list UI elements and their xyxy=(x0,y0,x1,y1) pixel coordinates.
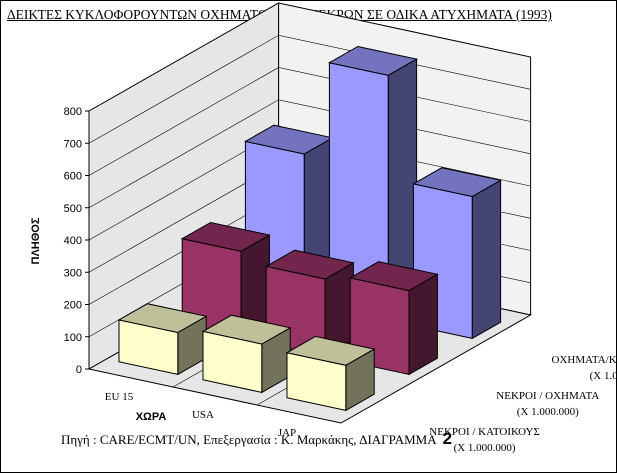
y-tick-label: 700 xyxy=(64,138,82,150)
bar-top xyxy=(264,249,355,280)
bar-side xyxy=(408,273,438,376)
bar-top xyxy=(348,261,439,292)
source-note: Πηγή : CARE/ECMT/UN, Επεξεργασία : Κ. Μα… xyxy=(61,432,437,447)
y-tick-label: 200 xyxy=(64,300,82,312)
y-tick-label: 300 xyxy=(64,267,82,279)
diagram-number: 2 xyxy=(442,429,453,448)
gridline xyxy=(88,34,531,144)
series-label-sub: (Χ 1.000.000) xyxy=(454,442,516,454)
bar-top xyxy=(201,314,292,345)
bar-top xyxy=(180,221,271,252)
y-tick-label: 400 xyxy=(64,235,82,247)
series-label: ΟΧΗΜΑΤΑ/ΚΑΤΟΙΚΟΥΣ xyxy=(552,354,616,366)
series-label-sub: (Χ 1.000.000) xyxy=(517,406,579,418)
chart-bars xyxy=(117,45,502,412)
series-label: ΝΕΚΡΟΙ / ΚΑΤΟΙΚΟΥΣ xyxy=(429,426,540,438)
y-tick-label: 800 xyxy=(64,106,82,118)
y-tick-label: 500 xyxy=(64,203,82,215)
y-tick-label: 600 xyxy=(64,171,82,183)
y-tick-label: 100 xyxy=(64,332,82,344)
category-label: JAP xyxy=(278,427,296,439)
x-axis-title: ΧΩΡΑ xyxy=(136,411,167,423)
gridline xyxy=(88,67,531,176)
bar-side xyxy=(471,179,502,340)
series-label: ΝΕΚΡΟΙ / ΟΧΗΜΑΤΑ xyxy=(496,390,599,402)
category-label: EU 15 xyxy=(105,391,134,403)
chart-labels: 0 100 200 300 400 500 600 700 800 EU 15 USA JAP ΝΕΚΡ… xyxy=(30,106,616,454)
bar-top xyxy=(285,335,376,366)
category-label: USA xyxy=(192,409,214,421)
bar-top xyxy=(412,167,502,198)
series-label-sub: (Χ 1.000) xyxy=(590,370,616,382)
bar-top xyxy=(328,45,418,76)
footer: Πηγή : CARE/ECMT/UN, Επεξεργασία : Κ. Μα… xyxy=(61,429,452,449)
y-axis-title: ΠΛΗΘΟΣ xyxy=(30,217,42,264)
bar-top xyxy=(117,303,208,334)
gridline xyxy=(88,99,531,209)
y-tick-label: 0 xyxy=(76,364,82,376)
